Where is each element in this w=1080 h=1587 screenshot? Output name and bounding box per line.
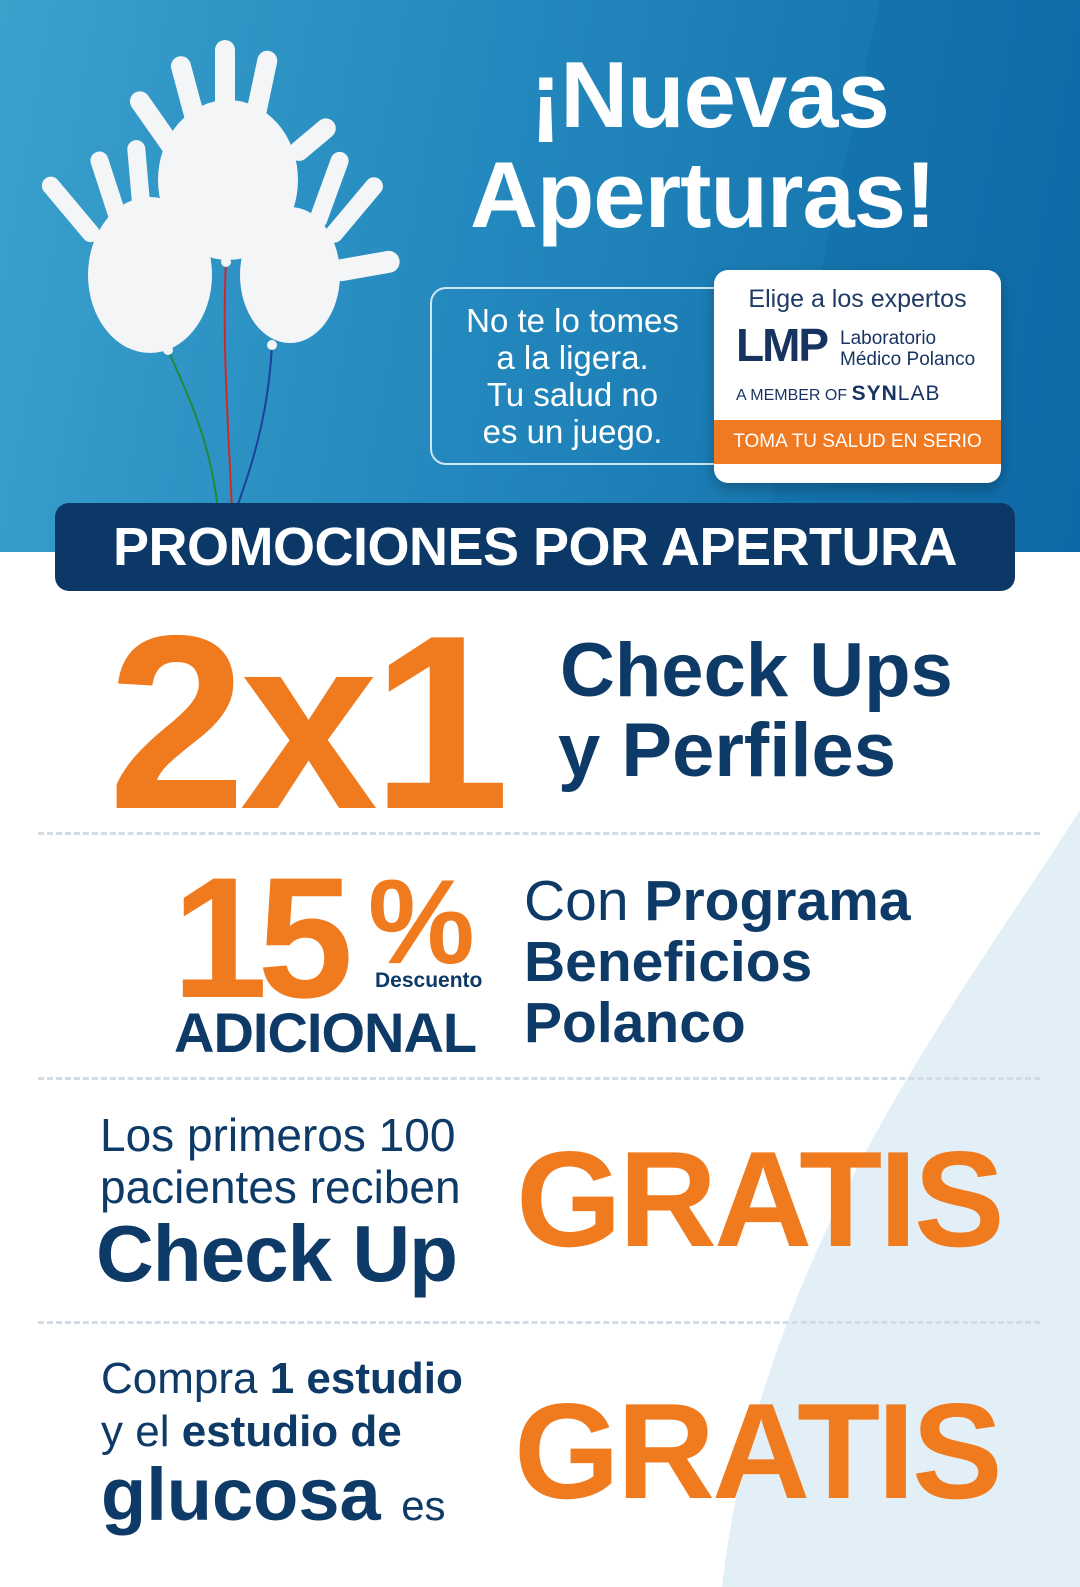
lmp-logo: LMP [736, 319, 829, 371]
divider [38, 832, 1040, 835]
promotions-banner: PROMOCIONES POR APERTURA [55, 503, 1015, 591]
member-of-text: A MEMBER OF [736, 387, 848, 404]
synlab-bold: SYN [851, 382, 898, 405]
tagline-line: es un juego. [482, 413, 663, 450]
promo-3-gratis: GRATIS [516, 1123, 1005, 1275]
divider [38, 1321, 1040, 1324]
percent-sign: % [368, 855, 475, 989]
adicional-label: ADICIONAL [174, 1001, 477, 1064]
tagline-line: a la ligera. [496, 339, 649, 376]
promo-1-line-1: Check Ups [560, 628, 953, 713]
promo-2x1: 2x1 [108, 583, 510, 861]
lab-name-line: Laboratorio [840, 328, 937, 349]
lab-name-line: Médico Polanco [840, 349, 976, 370]
lmp-brand-card: Elige a los expertos LMP Laboratorio Méd… [714, 270, 1001, 483]
promo-4-gratis: GRATIS [514, 1375, 1003, 1527]
promo-3-line-2: pacientes reciben [100, 1161, 461, 1213]
tagline-line: Tu salud no [486, 376, 659, 413]
estudio-de-text: estudio de [181, 1407, 402, 1456]
es-text: es [401, 1482, 446, 1529]
y-el-text: y el [101, 1407, 170, 1456]
promo-2-line-1: Con Programa [524, 873, 911, 930]
descuento-label: Descuento [375, 969, 483, 992]
promo-15: 15 [172, 842, 353, 1034]
compra-text: Compra [101, 1354, 258, 1403]
synlab-light: LAB [897, 382, 941, 405]
promo-2-line-2: Beneficios [524, 930, 813, 994]
programa-text: Programa [644, 869, 911, 933]
promo-3-check-up: Check Up [96, 1209, 458, 1298]
con-text: Con [524, 869, 629, 933]
promo-3-line-1: Los primeros 100 [100, 1109, 456, 1161]
title-line-1: ¡Nuevas [530, 42, 890, 147]
divider [38, 1077, 1040, 1080]
slogan-band: TOMA TU SALUD EN SERIO [714, 420, 1001, 464]
card-heading: Elige a los expertos [748, 285, 967, 313]
promo-4-line-1: Compra 1 estudio [101, 1357, 463, 1401]
title-line-2: Aperturas! [470, 142, 936, 247]
synlab-logo: SYNLAB [852, 382, 941, 405]
lab-name: Laboratorio Médico Polanco [840, 328, 975, 370]
promo-4-line-2: y el estudio de [101, 1410, 402, 1454]
promo-1-line-2: y Perfiles [558, 708, 896, 793]
hero-section: ¡Nuevas Aperturas! No te lo tomes a la l… [0, 0, 1080, 552]
tagline: No te lo tomes a la ligera. Tu salud no … [430, 302, 715, 450]
synlab-member: A MEMBER OF SYNLAB [736, 382, 940, 406]
estudio-text: 1 estudio [269, 1354, 463, 1403]
promo-2-line-3: Polanco [524, 991, 746, 1055]
promo-4-line-3: glucosa es [101, 1458, 446, 1532]
tagline-line: No te lo tomes [466, 302, 679, 339]
glucosa-text: glucosa [101, 1453, 381, 1536]
